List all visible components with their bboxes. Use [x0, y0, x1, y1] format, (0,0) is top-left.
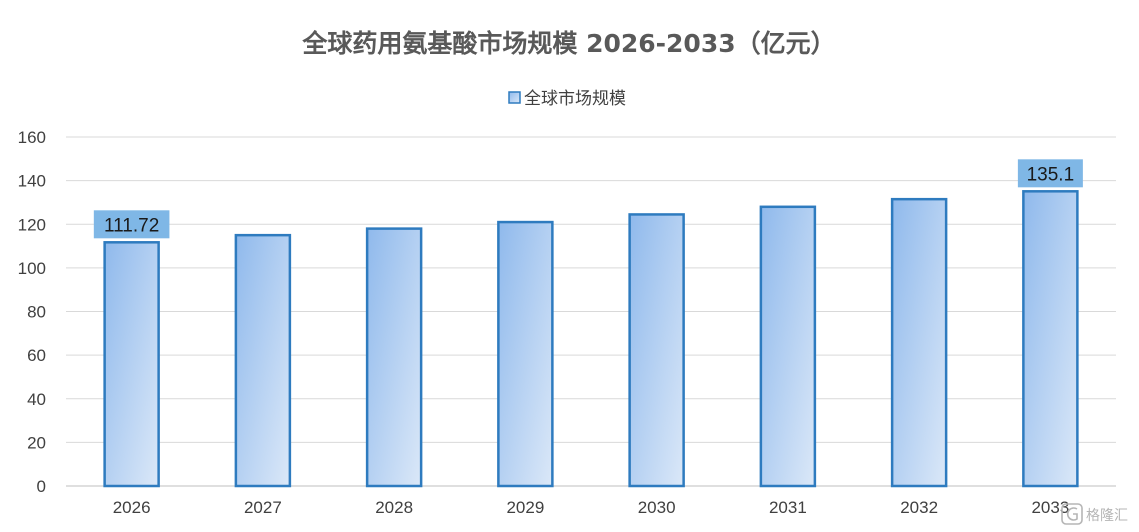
- y-tick-label: 40: [27, 390, 46, 409]
- x-tick-label: 2026: [113, 498, 151, 517]
- bar: [497, 220, 554, 488]
- legend: 全球市场规模: [508, 89, 626, 109]
- y-axis-ticks: 0 20 40 60 80 100 120 140 160: [18, 128, 46, 496]
- x-tick-label: 2033: [1031, 498, 1069, 517]
- gridlines: [66, 136, 1116, 487]
- y-tick-label: 80: [27, 303, 46, 322]
- data-label: 111.72: [93, 210, 170, 239]
- bar: [234, 233, 292, 488]
- y-tick-label: 100: [18, 259, 46, 278]
- data-label: 135.1: [1017, 159, 1083, 188]
- x-tick-label: 2028: [375, 498, 413, 517]
- y-tick-label: 20: [27, 433, 46, 452]
- legend-swatch: [508, 91, 521, 104]
- watermark: 格隆汇: [1061, 503, 1128, 525]
- bar: [759, 205, 817, 488]
- bar: [890, 197, 948, 488]
- bar: [365, 227, 423, 488]
- data-label-box: [1017, 159, 1083, 188]
- bar: [1022, 190, 1079, 488]
- x-tick-label: 2031: [769, 498, 807, 517]
- bar: [628, 213, 685, 488]
- watermark-text: 格隆汇: [1086, 508, 1128, 524]
- data-label-box: [93, 210, 170, 239]
- x-tick-label: 2029: [506, 498, 544, 517]
- y-tick-label: 120: [18, 215, 46, 234]
- x-axis-ticks: 2026 2027 2028 2029 2030 2031 2032 2033: [113, 498, 1070, 517]
- bars: [103, 190, 1079, 488]
- bar: [103, 241, 160, 488]
- x-tick-label: 2027: [244, 498, 282, 517]
- gelonghui-logo-icon: [1061, 503, 1083, 525]
- data-label-text: 135.1: [1027, 164, 1075, 185]
- legend-label: 全球市场规模: [524, 89, 626, 109]
- data-label-text: 111.72: [104, 215, 159, 236]
- y-tick-label: 60: [27, 346, 46, 365]
- chart-title: 全球药用氨基酸市场规模 2026-2033（亿元）: [301, 29, 835, 58]
- x-tick-label: 2032: [900, 498, 938, 517]
- x-tick-label: 2030: [638, 498, 676, 517]
- y-tick-label: 140: [18, 172, 46, 191]
- y-tick-label: 160: [18, 128, 46, 147]
- data-labels: 111.72 135.1: [93, 159, 1083, 239]
- y-tick-label: 0: [37, 477, 46, 496]
